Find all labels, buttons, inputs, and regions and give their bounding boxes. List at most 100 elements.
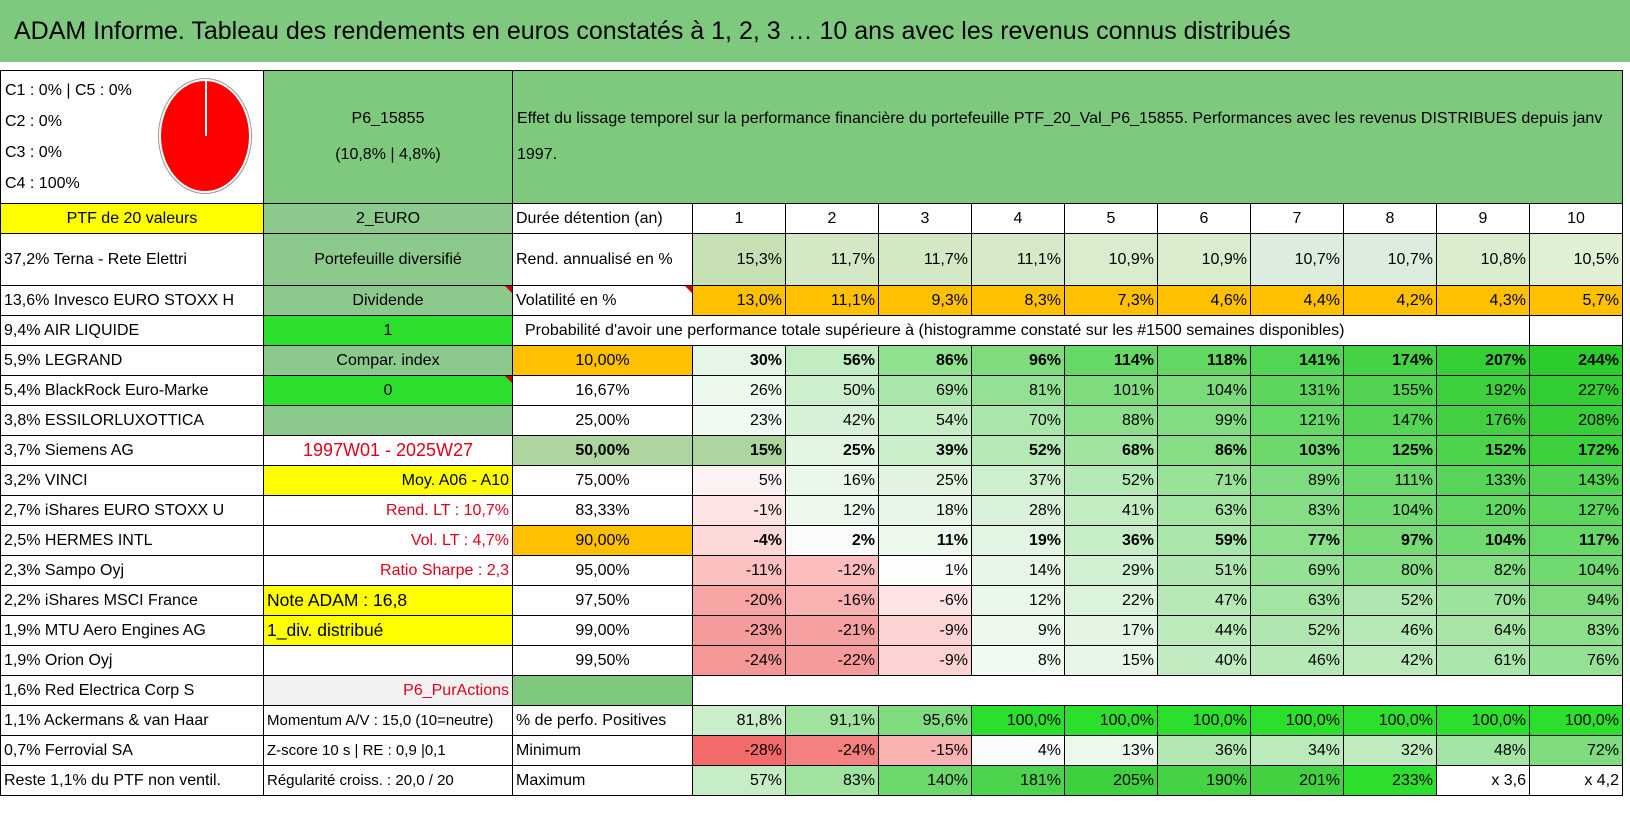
histogram-title: Probabilité d'avoir une performance tota… xyxy=(512,315,1530,346)
maximum-value: x 4,2 xyxy=(1529,765,1623,796)
minimum-value: 36% xyxy=(1157,735,1251,766)
info-cell: Z-score 10 s | RE : 0,9 |0,1 xyxy=(263,735,513,766)
table-row: 2,7% iShares EURO STOXX U Rend. LT : 10,7… xyxy=(0,495,1623,526)
year-header: 2 xyxy=(785,203,879,234)
holding-name: 2,2% iShares MSCI France xyxy=(0,585,264,616)
probability-threshold: 75,00% xyxy=(512,465,693,496)
positive-value: 100,0% xyxy=(1157,705,1251,736)
rend-value: 10,9% xyxy=(1157,233,1251,286)
probability-value: 155% xyxy=(1343,375,1437,406)
table-row: 9,4% AIR LIQUIDE 1 Probabilité d'avoir une… xyxy=(0,315,1623,346)
probability-threshold: 90,00% xyxy=(512,525,693,556)
maximum-value: x 3,6 xyxy=(1436,765,1530,796)
table-row: 2,5% HERMES INTL Vol. LT : 4,7% 90,00% -4% 2… xyxy=(0,525,1623,556)
probability-value: 68% xyxy=(1064,435,1158,466)
table-row: Reste 1,1% du PTF non ventil. Régularité … xyxy=(0,765,1623,796)
probability-threshold: 16,67% xyxy=(512,375,693,406)
probability-value: 42% xyxy=(785,405,879,436)
vol-label: Volatilité en % xyxy=(512,285,693,316)
probability-value: 143% xyxy=(1529,465,1623,496)
portfolio-code: P6_15855 xyxy=(351,110,425,127)
minimum-value: 13% xyxy=(1064,735,1158,766)
probability-value: 207% xyxy=(1436,345,1530,376)
info-cell: Dividende xyxy=(263,285,513,316)
positive-value: 91,1% xyxy=(785,705,879,736)
probability-value: 42% xyxy=(1343,645,1437,676)
holding-name: 5,4% BlackRock Euro-Marke xyxy=(0,375,264,406)
info-cell xyxy=(263,405,513,436)
probability-value: 15% xyxy=(692,435,786,466)
info-cell: Rend. LT : 10,7% xyxy=(263,495,513,526)
table-row: 5,9% LEGRAND Compar. index 10,00% 30% 56% 86%… xyxy=(0,345,1623,376)
positive-value: 100,0% xyxy=(1436,705,1530,736)
year-header: 8 xyxy=(1343,203,1437,234)
probability-value: -4% xyxy=(692,525,786,556)
probability-value: 23% xyxy=(692,405,786,436)
table-row: 1,9% MTU Aero Engines AG 1_div. distribué… xyxy=(0,615,1623,646)
probability-value: 69% xyxy=(1250,555,1344,586)
portfolio-description: Effet du lissage temporel sur la perform… xyxy=(512,70,1623,204)
probability-value: 63% xyxy=(1250,585,1344,616)
info-cell: Momentum A/V : 15,0 (10=neutre) xyxy=(263,705,513,736)
probability-value: -22% xyxy=(785,645,879,676)
rend-value: 15,3% xyxy=(692,233,786,286)
minimum-value: 32% xyxy=(1343,735,1437,766)
probability-value: -20% xyxy=(692,585,786,616)
info-cell: Portefeuille diversifié xyxy=(263,233,513,286)
probability-value: -21% xyxy=(785,615,879,646)
probability-value: 89% xyxy=(1250,465,1344,496)
probability-value: -11% xyxy=(692,555,786,586)
probability-value: 52% xyxy=(971,435,1065,466)
probability-threshold: 99,50% xyxy=(512,645,693,676)
info-cell: P6_PurActions xyxy=(263,675,513,706)
vol-value: 4,3% xyxy=(1436,285,1530,316)
probability-value: 104% xyxy=(1157,375,1251,406)
probability-value: 118% xyxy=(1157,345,1251,376)
maximum-value: 190% xyxy=(1157,765,1251,796)
maximum-value: 205% xyxy=(1064,765,1158,796)
holding-name: 2,3% Sampo Oyj xyxy=(0,555,264,586)
probability-value: 14% xyxy=(971,555,1065,586)
probability-value: 104% xyxy=(1529,555,1623,586)
year-header: 3 xyxy=(878,203,972,234)
probability-value: 59% xyxy=(1157,525,1251,556)
probability-value: 26% xyxy=(692,375,786,406)
probability-threshold: 99,00% xyxy=(512,615,693,646)
maximum-value: 57% xyxy=(692,765,786,796)
probability-value: 64% xyxy=(1436,615,1530,646)
probability-value: 104% xyxy=(1343,495,1437,526)
positive-value: 100,0% xyxy=(1529,705,1623,736)
minimum-value: 4% xyxy=(971,735,1065,766)
probability-value: 133% xyxy=(1436,465,1530,496)
probability-value: 114% xyxy=(1064,345,1158,376)
rend-value: 10,7% xyxy=(1343,233,1437,286)
category-line: C1 : 0% | C5 : 0% xyxy=(5,82,132,99)
probability-value: 37% xyxy=(971,465,1065,496)
probability-value: 46% xyxy=(1343,615,1437,646)
probability-value: 16% xyxy=(785,465,879,496)
duration-label: Durée détention (an) xyxy=(512,203,693,234)
probability-value: 30% xyxy=(692,345,786,376)
performance-table: C1 : 0% | C5 : 0% C2 : 0% C3 : 0% C4 : 1… xyxy=(0,70,1623,796)
vol-value: 13,0% xyxy=(692,285,786,316)
category-line: C2 : 0% xyxy=(5,113,62,130)
minimum-value: -15% xyxy=(878,735,972,766)
probability-value: 70% xyxy=(1436,585,1530,616)
holding-name: 3,7% Siemens AG xyxy=(0,435,264,466)
portfolio-perf: (10,8% | 4,8%) xyxy=(335,146,441,163)
info-cell xyxy=(263,645,513,676)
probability-value: -1% xyxy=(692,495,786,526)
minimum-value: 72% xyxy=(1529,735,1623,766)
probability-threshold: 95,00% xyxy=(512,555,693,586)
maximum-value: 201% xyxy=(1250,765,1344,796)
probability-value: 96% xyxy=(971,345,1065,376)
maximum-value: 181% xyxy=(971,765,1065,796)
probability-value: 83% xyxy=(1250,495,1344,526)
empty-cell xyxy=(692,675,1623,706)
probability-threshold: 50,00% xyxy=(512,435,693,466)
year-header: 10 xyxy=(1529,203,1623,234)
probability-value: 46% xyxy=(1250,645,1344,676)
probability-value: 76% xyxy=(1529,645,1623,676)
divider xyxy=(0,62,1630,70)
probability-value: 52% xyxy=(1343,585,1437,616)
